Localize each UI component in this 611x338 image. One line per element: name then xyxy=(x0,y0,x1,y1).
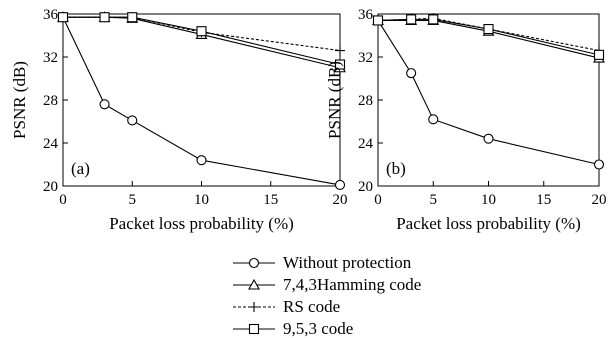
x-tick-label: 20 xyxy=(333,192,348,208)
series-9-5-3-code xyxy=(372,14,605,60)
y-tick-label: 36 xyxy=(43,7,59,23)
x-tick-label: 20 xyxy=(592,192,607,208)
y-axis-label: PSNR (dB) xyxy=(325,61,344,139)
y-tick-label: 32 xyxy=(43,50,58,66)
panel-label: (a) xyxy=(71,159,90,178)
x-tick-label: 10 xyxy=(194,192,209,208)
x-tick-label: 5 xyxy=(129,192,137,208)
y-tick-label: 24 xyxy=(43,136,59,152)
y-tick-label: 28 xyxy=(43,93,58,109)
y-tick-label: 28 xyxy=(358,93,373,109)
series-without-protection xyxy=(57,12,346,190)
data-point xyxy=(196,155,207,166)
data-point xyxy=(406,68,417,79)
data-point xyxy=(483,133,494,144)
data-point xyxy=(593,159,605,170)
chart-panel-1: 20 24 28 32 36 0 5 10 15 20 Packet loss probabilit… xyxy=(10,7,348,233)
legend: Without protection 7,4,3Hamming code RS co… xyxy=(233,253,421,338)
legend-label: 9,5,3 code xyxy=(283,319,353,338)
x-tick-label: 10 xyxy=(481,192,496,208)
legend-item: RS code xyxy=(233,297,340,316)
x-tick-label: 0 xyxy=(374,192,382,208)
y-tick-label: 32 xyxy=(358,50,373,66)
legend-marker xyxy=(249,302,259,312)
x-tick-label: 15 xyxy=(263,192,278,208)
data-point xyxy=(335,45,345,56)
legend-marker xyxy=(248,323,260,335)
data-point xyxy=(99,12,110,23)
y-tick-label: 20 xyxy=(358,179,373,195)
legend-marker xyxy=(248,278,260,290)
legend-label: 7,4,3Hamming code xyxy=(283,275,421,294)
data-point xyxy=(57,12,69,23)
data-point xyxy=(483,23,494,35)
y-tick-label: 20 xyxy=(43,179,58,195)
legend-label: RS code xyxy=(283,297,340,316)
data-point xyxy=(127,12,138,23)
data-point xyxy=(99,99,110,110)
data-point xyxy=(334,59,346,70)
legend-item: 7,4,3Hamming code xyxy=(233,275,421,294)
data-point xyxy=(196,26,207,37)
data-point xyxy=(406,14,417,25)
data-point xyxy=(593,49,605,60)
plot-frame xyxy=(377,13,600,187)
legend-item: Without protection xyxy=(233,253,412,272)
x-tick-label: 15 xyxy=(536,192,551,208)
data-point xyxy=(334,179,346,190)
series-line xyxy=(63,16,341,69)
x-tick-label: 5 xyxy=(430,192,438,208)
x-tick-label: 0 xyxy=(59,192,67,208)
legend-item: 9,5,3 code xyxy=(233,319,353,338)
data-point xyxy=(127,115,138,126)
chart-panel-2: 20 24 28 32 36 0 5 10 15 20 Packet loss probabilit… xyxy=(325,7,607,233)
data-point xyxy=(372,15,384,26)
legend-marker xyxy=(248,257,260,269)
panel-label: (b) xyxy=(386,159,406,178)
y-tick-label: 36 xyxy=(358,7,374,23)
series-without-protection xyxy=(372,15,605,170)
legend-label: Without protection xyxy=(283,253,412,272)
series-9-5-3-code xyxy=(57,12,346,70)
y-tick-label: 24 xyxy=(358,136,374,152)
x-axis-label: Packet loss probability (%) xyxy=(109,214,294,233)
y-axis-label: PSNR (dB) xyxy=(10,61,29,139)
x-axis-label: Packet loss probability (%) xyxy=(396,214,581,233)
data-point xyxy=(428,14,439,25)
data-point xyxy=(428,114,439,125)
